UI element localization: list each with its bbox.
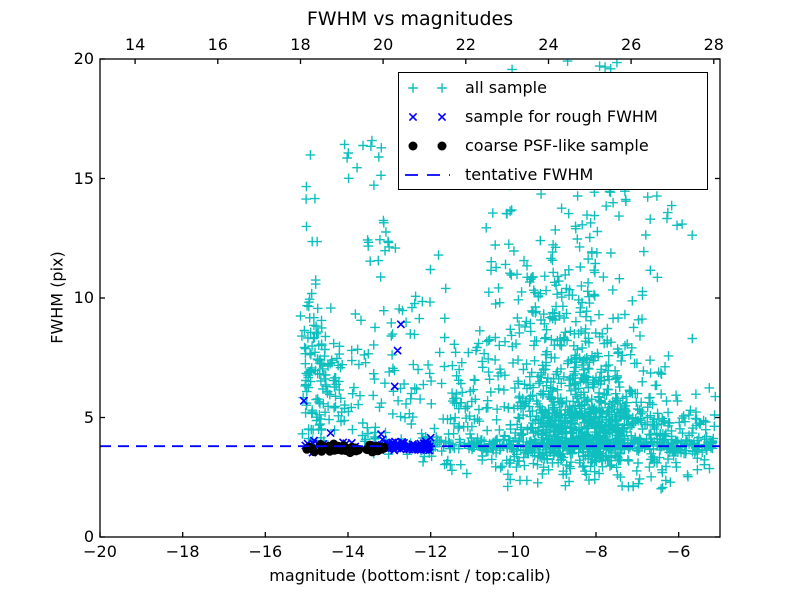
x-tick-label-bottom: −18 xyxy=(165,542,200,561)
y-tick-label: 5 xyxy=(83,407,94,427)
dashed-line-icon xyxy=(405,173,450,176)
plus-marker-icon xyxy=(408,82,447,93)
legend-entry-tentative-fwhm: tentative FWHM xyxy=(399,160,707,189)
legend: all sample sample for rough FWHM coarse … xyxy=(398,72,708,190)
dot-marker-icon xyxy=(408,141,447,150)
legend-label: tentative FWHM xyxy=(465,164,594,184)
x-tick-label-top: 16 xyxy=(207,35,228,54)
x-tick-label-top: 22 xyxy=(455,35,476,54)
x-tick-label-bottom: −8 xyxy=(584,542,608,561)
x-tick-label-top: 26 xyxy=(620,35,642,54)
y-tick-label: 20 xyxy=(73,49,94,68)
legend-entry-psf-sample: coarse PSF-like sample xyxy=(399,131,707,160)
x-tick-label-bottom: −6 xyxy=(666,542,691,561)
x-tick-label-top: 24 xyxy=(538,35,559,54)
x-marker-icon xyxy=(408,112,447,121)
x-tick-label-top: 28 xyxy=(703,35,724,54)
y-tick-label: 0 xyxy=(83,527,94,546)
legend-label: all sample xyxy=(465,77,547,97)
x-tick-label-bottom: −16 xyxy=(248,542,283,561)
x-axis-label: magnitude (bottom:isnt / top:calib) xyxy=(269,566,551,585)
series-all-sample xyxy=(295,59,720,494)
x-tick-label-top: 14 xyxy=(124,35,146,54)
x-tick-label-bottom: −20 xyxy=(83,542,117,561)
x-tick-label-bottom: −14 xyxy=(331,542,365,561)
legend-label: coarse PSF-like sample xyxy=(465,135,649,155)
legend-entry-all-sample: all sample xyxy=(399,73,707,102)
x-tick-label-bottom: −10 xyxy=(496,542,531,561)
x-tick-label-bottom: −12 xyxy=(413,542,448,561)
plot-area xyxy=(100,59,720,494)
x-tick-label-top: 20 xyxy=(372,35,394,54)
legend-entry-rough-fwhm: sample for rough FWHM xyxy=(399,102,707,131)
x-tick-label-top: 18 xyxy=(290,35,311,54)
axes-frame xyxy=(99,58,721,538)
y-tick-label: 15 xyxy=(73,168,94,188)
y-tick-label: 10 xyxy=(73,288,94,307)
legend-label: sample for rough FWHM xyxy=(465,106,658,126)
chart-title: FWHM vs magnitudes xyxy=(306,8,514,30)
